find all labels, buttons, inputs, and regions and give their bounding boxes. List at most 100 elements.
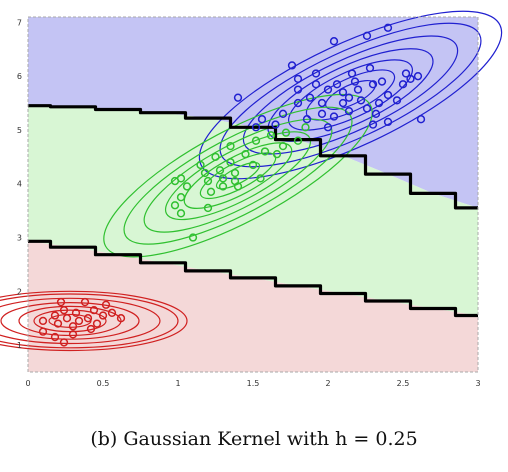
data-point bbox=[62, 314, 72, 323]
data-point bbox=[344, 93, 354, 102]
density-contour bbox=[219, 22, 482, 168]
data-point bbox=[38, 316, 48, 326]
x-tick-label: 2.5 bbox=[397, 379, 410, 388]
data-point bbox=[74, 316, 84, 326]
density-contour bbox=[199, 152, 277, 200]
data-point bbox=[92, 319, 102, 328]
data-point bbox=[392, 96, 402, 105]
data-point bbox=[226, 158, 235, 167]
data-point bbox=[59, 305, 69, 315]
data-point bbox=[206, 187, 216, 196]
data-point bbox=[68, 322, 78, 331]
data-point bbox=[317, 109, 327, 118]
data-point bbox=[356, 96, 366, 105]
x-tick-label: 1.5 bbox=[247, 379, 260, 388]
data-point bbox=[218, 182, 228, 191]
density-contour bbox=[325, 79, 376, 110]
data-point bbox=[241, 150, 250, 159]
data-point bbox=[401, 69, 411, 78]
data-point bbox=[233, 93, 243, 102]
figure: 0 0.5 1 1.5 2 2.5 3 1 2 3 4 5 6 7 bbox=[0, 10, 503, 388]
data-point bbox=[53, 319, 63, 328]
data-point bbox=[368, 80, 378, 89]
data-point bbox=[365, 63, 375, 73]
data-point bbox=[211, 152, 220, 161]
data-point bbox=[293, 74, 303, 84]
data-point bbox=[71, 308, 81, 317]
data-point bbox=[260, 147, 270, 156]
data-point bbox=[182, 182, 192, 191]
data-point bbox=[383, 117, 393, 127]
data-point bbox=[323, 85, 333, 94]
data-point bbox=[59, 338, 69, 347]
data-point bbox=[287, 61, 297, 70]
data-point bbox=[89, 305, 99, 315]
data-point bbox=[256, 174, 265, 183]
data-point bbox=[371, 109, 381, 118]
data-point bbox=[176, 209, 186, 218]
data-point bbox=[251, 136, 261, 145]
y-tick-label: 1 bbox=[17, 341, 22, 350]
data-point bbox=[176, 174, 186, 183]
data-point bbox=[362, 31, 372, 40]
x-tick-label: 0.5 bbox=[97, 379, 110, 388]
data-point bbox=[226, 141, 235, 151]
density-contour bbox=[0, 293, 179, 349]
data-point bbox=[368, 120, 378, 129]
data-point bbox=[248, 160, 258, 170]
data-point bbox=[281, 128, 291, 137]
x-tick-label: 2 bbox=[325, 379, 330, 388]
data-point bbox=[332, 80, 342, 89]
data-point bbox=[257, 115, 267, 124]
data-point bbox=[203, 176, 213, 186]
data-point bbox=[398, 80, 408, 89]
density-contour bbox=[0, 297, 161, 345]
data-point bbox=[293, 136, 303, 145]
data-point bbox=[107, 308, 117, 317]
density-contour bbox=[198, 10, 503, 180]
data-point bbox=[338, 88, 348, 97]
data-point bbox=[347, 69, 357, 78]
data-point bbox=[344, 106, 354, 116]
data-point bbox=[353, 85, 363, 94]
data-point bbox=[272, 150, 282, 159]
data-point bbox=[86, 324, 96, 334]
data-point bbox=[374, 98, 384, 108]
data-point bbox=[38, 327, 48, 336]
data-point bbox=[56, 297, 66, 307]
data-point bbox=[101, 300, 111, 309]
data-point bbox=[305, 93, 315, 102]
data-point bbox=[116, 314, 126, 323]
data-point bbox=[293, 98, 303, 108]
data-point bbox=[377, 77, 387, 86]
data-point bbox=[170, 201, 180, 210]
data-point bbox=[301, 123, 310, 132]
data-point bbox=[68, 330, 78, 339]
data-point bbox=[233, 182, 243, 191]
data-point bbox=[50, 311, 60, 320]
y-tick-label: 3 bbox=[17, 234, 22, 243]
data-point bbox=[196, 160, 205, 170]
decision-boundary-lower bbox=[28, 239, 478, 318]
density-contour bbox=[123, 106, 353, 245]
data-point bbox=[215, 166, 225, 175]
y-tick-label: 2 bbox=[17, 287, 22, 296]
data-point bbox=[188, 233, 198, 242]
data-point bbox=[278, 109, 288, 118]
data-point bbox=[293, 85, 303, 94]
data-point bbox=[302, 115, 312, 124]
y-tick-label: 4 bbox=[17, 180, 22, 189]
data-point bbox=[311, 69, 321, 78]
data-point bbox=[323, 123, 333, 132]
density-contour bbox=[0, 290, 188, 352]
data-point bbox=[338, 98, 348, 108]
data-point bbox=[271, 120, 280, 129]
x-tick-label: 3 bbox=[475, 379, 480, 388]
data-point bbox=[176, 193, 186, 202]
x-tick-label: 0 bbox=[25, 379, 30, 388]
density-contour bbox=[103, 93, 373, 258]
data-point bbox=[266, 131, 276, 140]
data-point bbox=[200, 168, 210, 178]
data-point bbox=[413, 72, 423, 81]
data-point bbox=[416, 115, 426, 124]
